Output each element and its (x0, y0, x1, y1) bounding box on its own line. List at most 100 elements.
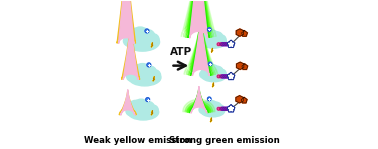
Polygon shape (228, 40, 235, 47)
Circle shape (219, 107, 222, 110)
Polygon shape (186, 16, 215, 75)
Polygon shape (117, 0, 135, 43)
Ellipse shape (199, 106, 208, 114)
Ellipse shape (146, 34, 159, 45)
Polygon shape (151, 43, 153, 47)
Ellipse shape (126, 28, 142, 44)
Polygon shape (123, 19, 138, 80)
Ellipse shape (210, 102, 222, 112)
Ellipse shape (201, 66, 214, 77)
Circle shape (219, 75, 222, 78)
Ellipse shape (127, 72, 138, 81)
Ellipse shape (204, 100, 217, 111)
Circle shape (208, 28, 211, 31)
Ellipse shape (124, 36, 135, 46)
Polygon shape (119, 0, 134, 44)
Ellipse shape (126, 107, 137, 116)
Ellipse shape (215, 105, 225, 113)
Ellipse shape (201, 31, 213, 43)
Ellipse shape (129, 69, 161, 86)
Circle shape (221, 75, 224, 78)
Polygon shape (188, 0, 209, 38)
Polygon shape (187, 89, 211, 112)
Circle shape (223, 43, 226, 46)
Polygon shape (236, 29, 243, 36)
Circle shape (147, 63, 151, 67)
Circle shape (145, 29, 149, 33)
Polygon shape (151, 111, 153, 115)
Circle shape (217, 43, 220, 46)
Polygon shape (186, 0, 211, 38)
Ellipse shape (131, 27, 149, 42)
Polygon shape (228, 74, 234, 79)
Polygon shape (153, 77, 155, 81)
Polygon shape (228, 41, 234, 46)
Ellipse shape (205, 65, 219, 76)
Ellipse shape (141, 66, 156, 79)
Polygon shape (185, 90, 213, 112)
Circle shape (221, 43, 224, 46)
Polygon shape (121, 90, 135, 115)
Polygon shape (188, 15, 214, 75)
Circle shape (226, 75, 230, 78)
Ellipse shape (133, 99, 149, 112)
Circle shape (217, 75, 220, 78)
Circle shape (219, 43, 222, 46)
Ellipse shape (217, 69, 226, 78)
Circle shape (223, 75, 226, 78)
Ellipse shape (200, 71, 208, 78)
Ellipse shape (199, 36, 208, 44)
Polygon shape (242, 31, 248, 36)
Ellipse shape (129, 65, 144, 79)
Circle shape (226, 107, 230, 110)
Ellipse shape (200, 34, 226, 48)
Polygon shape (192, 12, 209, 76)
Ellipse shape (211, 66, 223, 76)
Polygon shape (228, 106, 234, 111)
Ellipse shape (205, 30, 218, 42)
Ellipse shape (201, 69, 226, 82)
Circle shape (226, 43, 230, 46)
Polygon shape (212, 83, 214, 87)
Ellipse shape (139, 29, 155, 43)
Polygon shape (210, 118, 212, 122)
Ellipse shape (128, 104, 159, 120)
Polygon shape (189, 14, 212, 75)
Polygon shape (190, 0, 208, 38)
Ellipse shape (140, 101, 155, 113)
Circle shape (146, 98, 150, 101)
Polygon shape (236, 96, 243, 103)
Text: Strong green emission: Strong green emission (169, 136, 280, 145)
Circle shape (221, 107, 224, 110)
Circle shape (225, 107, 228, 110)
Ellipse shape (146, 105, 158, 115)
Polygon shape (189, 87, 208, 113)
Circle shape (208, 97, 211, 101)
Polygon shape (185, 0, 212, 37)
Text: ATP: ATP (170, 47, 192, 57)
Ellipse shape (216, 35, 226, 44)
Polygon shape (184, 0, 214, 37)
Ellipse shape (200, 104, 225, 117)
Polygon shape (241, 97, 247, 103)
Ellipse shape (148, 70, 161, 81)
Circle shape (225, 75, 228, 78)
Ellipse shape (134, 64, 151, 78)
Ellipse shape (201, 101, 212, 112)
Polygon shape (228, 105, 235, 112)
Polygon shape (119, 90, 136, 115)
Polygon shape (211, 48, 213, 52)
Circle shape (208, 62, 212, 66)
Polygon shape (191, 13, 211, 76)
Polygon shape (188, 88, 210, 113)
Polygon shape (228, 73, 235, 80)
Polygon shape (242, 64, 248, 69)
Polygon shape (237, 62, 244, 69)
Ellipse shape (125, 33, 160, 51)
Circle shape (217, 107, 220, 110)
Polygon shape (122, 20, 139, 80)
Polygon shape (184, 18, 217, 74)
Ellipse shape (211, 32, 223, 42)
Polygon shape (191, 86, 207, 113)
Polygon shape (183, 92, 215, 112)
